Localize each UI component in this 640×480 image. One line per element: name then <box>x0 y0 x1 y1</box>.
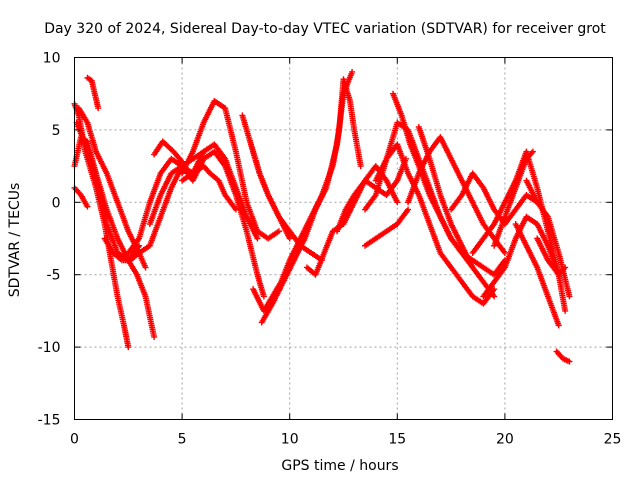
y-axis-label: SDTVAR / TECUs <box>7 183 23 298</box>
data-point <box>232 206 239 213</box>
y-tick-label: -15 <box>38 413 61 429</box>
data-point <box>491 293 498 300</box>
grid-lines <box>74 57 613 420</box>
data-point <box>566 358 573 365</box>
x-tick-label: 5 <box>178 432 187 448</box>
x-tick-label: 25 <box>604 432 622 448</box>
x-axis-label: GPS time / hours <box>281 458 398 474</box>
series-arc07 <box>101 235 149 271</box>
series-arc31 <box>534 235 569 278</box>
data-point <box>95 105 102 112</box>
data-point <box>286 235 293 242</box>
data-point <box>275 228 282 235</box>
data-point <box>491 286 498 293</box>
data-point <box>562 307 569 314</box>
series-arc27 <box>491 148 536 249</box>
x-axis-tick-labels: 0 5 10 15 20 25 <box>70 432 621 448</box>
series-arc11 <box>179 97 282 242</box>
data-point <box>125 344 132 351</box>
data-point <box>254 235 261 242</box>
x-tick-label: 15 <box>388 432 406 448</box>
x-tick-label: 0 <box>70 432 79 448</box>
data-point <box>179 158 186 165</box>
y-tick-label: -5 <box>47 268 61 284</box>
y-tick-label: 5 <box>52 123 61 139</box>
y-tick-label: 10 <box>43 51 61 67</box>
series-arc12 <box>179 163 239 213</box>
data-point <box>555 322 562 329</box>
x-tick-label: 10 <box>281 432 299 448</box>
data-point <box>562 264 569 271</box>
data-point <box>151 333 158 340</box>
data-point <box>84 203 91 210</box>
series-arc32 <box>553 348 573 365</box>
data-point <box>349 68 356 75</box>
data-point <box>529 148 536 155</box>
y-axis-tick-labels: 10 5 0 -5 -10 -15 <box>38 51 61 429</box>
data-point <box>501 249 508 256</box>
axis-ticks <box>74 57 613 420</box>
data-points <box>71 68 573 365</box>
data-point <box>566 293 573 300</box>
y-tick-label: 0 <box>52 195 61 211</box>
series-arc20 <box>362 206 412 249</box>
data-point <box>142 264 149 271</box>
series-arc04 <box>84 74 102 112</box>
data-point <box>260 293 267 300</box>
series-arc29 <box>512 221 562 329</box>
x-tick-label: 20 <box>496 432 514 448</box>
series-arc24 <box>415 124 498 300</box>
series-arc16 <box>258 68 356 326</box>
series-arc10 <box>151 138 186 165</box>
y-tick-label: -10 <box>38 340 61 356</box>
data-point <box>394 199 401 206</box>
chart-title: Day 320 of 2024, Sidereal Day-to-day VTE… <box>44 21 606 37</box>
plot-frame <box>74 57 613 420</box>
data-point <box>357 163 364 170</box>
data-point <box>405 206 412 213</box>
series-arc30 <box>523 177 573 300</box>
series-arc05 <box>73 119 158 340</box>
series-arc17 <box>303 163 401 278</box>
